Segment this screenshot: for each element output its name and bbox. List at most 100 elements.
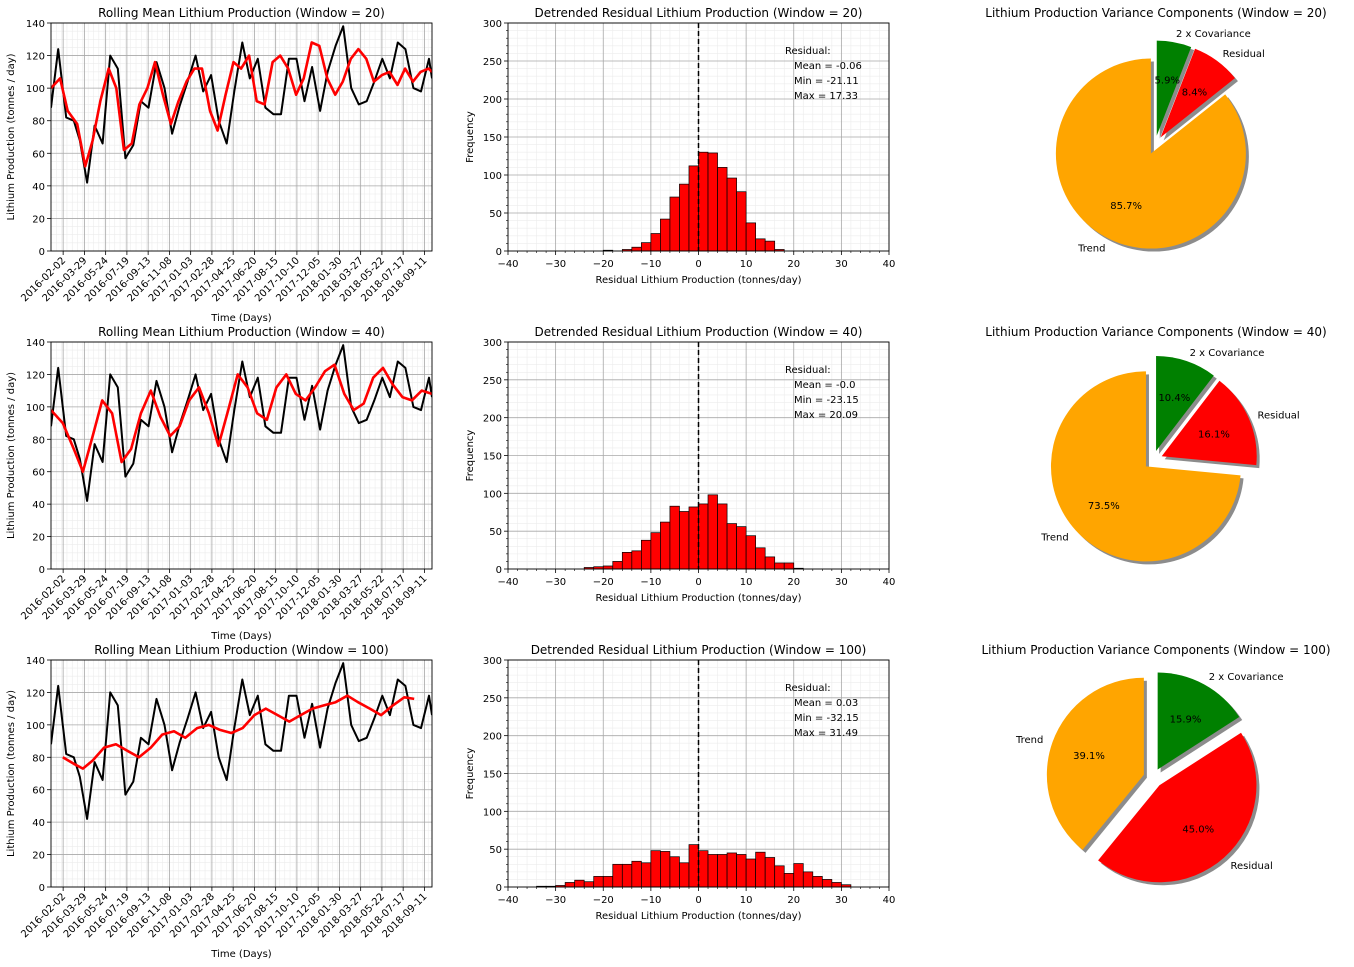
histogram-bar [688,506,699,570]
histogram-bar [640,862,652,888]
histogram-bar [745,222,756,252]
histogram-bar [736,526,747,570]
y-tick-label: 0 [39,247,45,258]
x-tick-label: 0 [695,259,701,270]
pie-percent-label: 16.1% [1198,429,1230,440]
y-tick-label: 120 [26,688,45,699]
residual-annotation: Max = 20.09 [794,410,858,421]
y-tick-label: 20 [32,851,45,862]
residual-histogram-w20: 0 50 100 150 200 250 300 −40 −30 −20 −10 0 10 20 30 40 D… [465,6,895,286]
y-axis-label: Lithium Production (tonnes / day) [6,372,17,539]
y-tick-label: 0 [496,883,502,894]
x-tick-label: −20 [593,259,614,270]
plot-frame [507,341,890,570]
histogram-bar [736,854,747,888]
pie-slice-trend [1055,58,1246,249]
rolling-mean-line [62,694,415,770]
histogram-bar [631,246,642,252]
x-axis-label: Time (Days) [210,949,272,960]
histogram-bar [726,523,737,570]
pie-category-label: Trend [1015,735,1043,746]
x-axis-label: Time (Days) [210,313,272,324]
histogram-bar [564,882,576,888]
histogram-bar [669,505,680,570]
y-tick-label: 150 [483,452,502,463]
y-tick-label: 40 [32,182,45,193]
histogram-bar [783,562,795,570]
pie-category-label: Residual [1231,861,1273,872]
histogram-bar [745,858,756,888]
pie-percent-label: 73.5% [1088,501,1120,512]
histogram-bar [745,535,756,570]
histogram-bar [650,532,661,570]
production-line [51,25,432,184]
pie-percent-label: 10.4% [1158,393,1190,404]
y-axis-label: Lithium Production (tonnes / day) [6,53,17,220]
histogram-bar [669,196,680,252]
histogram-bar [764,240,776,252]
histogram-bar [631,860,642,888]
y-tick-label: 0 [496,247,502,258]
x-tick-label: −30 [545,259,566,270]
histogram-bar [660,851,671,888]
histogram-bar [612,561,623,570]
variance-pie-w40: Lithium Production Variance Components (… [985,325,1327,565]
y-tick-label: 120 [26,370,45,381]
histogram-bar [707,152,718,252]
rolling-mean-chart-w100: 0204060801001201402016-02-022016-03-2920… [6,643,433,960]
pie-slice-residual [1098,732,1257,883]
y-tick-label: 200 [483,414,502,425]
histogram-bar [831,882,842,888]
x-tick-label: −20 [593,577,614,588]
plot-frame [507,22,890,252]
residual-histogram-w100: 0 50 100 150 200 250 300 −40 −30 −20 −10 0 10 20 30 40 D… [465,643,895,922]
y-tick-label: 200 [483,95,502,106]
y-tick-label: 120 [26,52,45,63]
y-tick-label: 80 [32,117,45,128]
histogram-bar [621,863,633,888]
y-tick-label: 140 [26,338,45,349]
y-tick-label: 150 [483,770,502,781]
residual-annotation: Min = -21.11 [794,76,859,87]
histogram-bar [755,547,766,570]
histogram-bar [602,876,614,888]
histogram-bar [679,183,690,252]
histogram-bar [764,857,776,888]
histogram-bar [717,854,728,888]
histogram-bar [755,851,766,888]
y-axis-label: Frequency [465,111,476,163]
x-tick-label: −40 [497,577,518,588]
pie-slice-covariance [1157,672,1240,770]
histogram-bar [802,871,814,888]
y-tick-label: 100 [26,84,45,95]
x-tick-label: −40 [497,895,518,906]
histogram-bar [774,562,785,570]
chart-title: Rolling Mean Lithium Production (Window … [94,643,388,657]
chart-title: Rolling Mean Lithium Production (Window … [98,325,385,339]
y-tick-label: 20 [32,533,45,544]
x-axis-label: Residual Lithium Production (tonnes/day) [595,275,801,286]
pie-slice-trend [1046,677,1144,850]
histogram-bar [602,565,614,570]
residual-annotation: Mean = 0.03 [794,698,858,709]
rolling-mean-line [51,41,432,168]
histogram-bar [707,854,718,888]
histogram-bar [755,238,766,252]
x-tick-label: −10 [640,895,661,906]
y-tick-label: 40 [32,500,45,511]
histogram-bar [793,863,804,888]
histogram-bar [679,862,690,888]
plot-frame [50,659,433,888]
histogram-bar [679,511,690,570]
y-tick-label: 60 [32,149,45,160]
y-tick-label: 140 [26,656,45,667]
rolling-mean-chart-w40: 0204060801001201402016-02-022016-03-2920… [6,325,433,642]
rolling-mean-chart-w20: 0204060801001201402016-02-022016-03-2920… [6,6,433,324]
histogram-bar [764,556,776,570]
rolling-mean-line [51,363,432,474]
residual-annotation: Residual: [785,46,831,57]
pie-percent-label: 5.9% [1155,76,1180,87]
y-axis-label: Frequency [465,748,476,800]
residual-histogram-w40: 0 50 100 150 200 250 300 −40 −30 −20 −10 0 10 20 30 40 D… [465,325,895,604]
residual-annotation: Residual: [785,683,831,694]
